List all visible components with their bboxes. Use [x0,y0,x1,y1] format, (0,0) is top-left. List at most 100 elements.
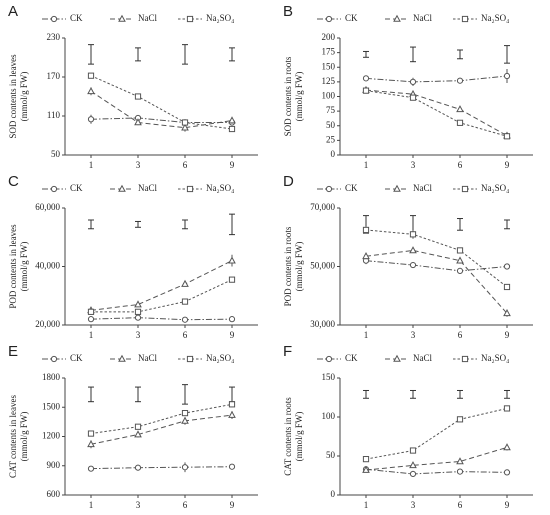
point [134,300,142,308]
point [503,469,511,476]
point [228,401,236,408]
x-tick-label: 6 [458,500,463,510]
point [456,468,464,475]
legend-label: Na₂SO₄ [481,13,509,23]
lsd-bar [182,384,188,405]
lsd-bar [363,50,369,58]
point [181,123,189,131]
point [409,261,417,269]
x-tick-label: 6 [183,160,188,170]
point [186,15,194,23]
lsd-bar [457,389,463,399]
y-axis-label: CAT contents in leaves [8,394,18,478]
series-line [90,90,233,129]
point [325,15,333,23]
point [228,116,236,124]
series-line [90,117,232,123]
x-tick-label: 3 [411,500,416,510]
point [181,298,189,305]
lsd-bar [135,47,141,62]
lsd-bar [363,389,369,399]
point [503,72,511,80]
series-line [90,466,233,470]
point [456,105,464,113]
panel-letter: C [8,173,19,190]
y-axis-label: POD contents in leaves [8,224,18,309]
lsd-bar [504,219,510,230]
point [393,354,401,362]
point [503,405,511,412]
lsd-bar [88,386,94,403]
legend-label: Na₂SO₄ [481,183,509,193]
point [503,263,511,270]
series-line [365,407,508,460]
x-tick-label: 1 [89,330,94,340]
point [503,133,511,140]
point [461,15,469,23]
panel-letter: F [283,343,292,360]
point [228,316,236,323]
series-line [365,89,508,137]
legend-label: Na₂SO₄ [206,13,234,23]
x-tick-label: 9 [230,330,235,340]
point [503,443,511,451]
y-tick-label: 175 [322,47,336,57]
point [181,410,189,417]
lsd-bar [135,220,141,228]
point [181,119,189,126]
series-line [365,468,508,475]
y-tick-label: 1200 [42,431,61,441]
point [134,118,142,126]
point [134,93,142,100]
panel: C CK NaCl Na₂SO₄ POD contents in leaves (mmol… [8,173,258,340]
lsd-bar [410,46,416,63]
x-tick-label: 6 [458,330,463,340]
y-tick-label: 40,000 [35,261,60,271]
y-axis-label: (mmol/g FW) [294,412,304,462]
point [181,416,189,424]
lsd-bar [229,386,235,403]
y-axis-label: SOD contents in leaves [8,54,18,139]
legend-label: CK [70,13,83,23]
panel: A CK NaCl Na₂SO₄ SOD contents in leaves (mmol… [8,3,258,170]
x-tick-label: 9 [505,160,510,170]
y-tick-label: 25 [326,134,336,144]
legend-label: CK [345,13,358,23]
series-line [90,403,233,435]
point [87,308,95,315]
y-axis-label: SOD contents in roots [283,56,293,136]
legend-label: Na₂SO₄ [206,353,234,363]
y-tick-label: 100 [322,411,336,421]
point [134,423,142,430]
point [228,256,236,264]
y-axis-label: CAT contents in roots [283,397,293,476]
point [409,94,417,101]
series-line [90,260,233,311]
point [456,416,464,423]
y-tick-label: 600 [47,489,61,499]
point [362,226,370,234]
series-line [365,446,508,471]
x-tick-label: 6 [458,160,463,170]
point [409,447,417,454]
panel-letter: A [8,3,18,20]
y-axis-label: (mmol/g FW) [19,412,29,462]
lsd-bar [504,389,510,399]
legend-label: NaCl [413,183,432,193]
y-tick-label: 150 [322,61,336,71]
series-line [90,317,233,321]
y-tick-label: 60,000 [35,202,60,212]
point [87,440,95,448]
point [87,316,95,323]
y-tick-label: 125 [322,76,336,86]
point [134,314,142,321]
point [118,184,126,192]
y-tick-label: 70,000 [310,202,335,212]
x-tick-label: 1 [89,160,94,170]
y-tick-label: 0 [331,489,336,499]
y-tick-label: 100 [322,91,336,101]
y-tick-label: 20,000 [35,319,60,329]
point [393,14,401,22]
lsd-bar [229,213,235,236]
